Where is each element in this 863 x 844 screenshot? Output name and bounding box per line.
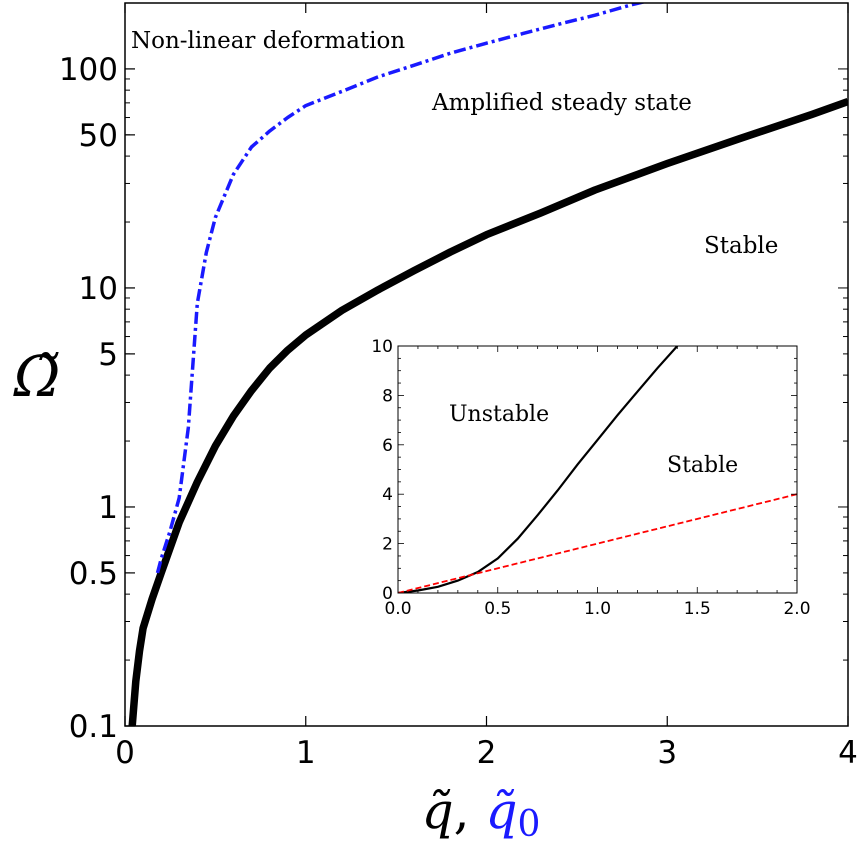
y-tick-label: 10 xyxy=(79,271,118,307)
inset-series-layer xyxy=(398,346,797,593)
y-tick-label: 5 xyxy=(98,337,118,373)
y-tick-label: 0.1 xyxy=(69,709,118,745)
annotation-stable-inset: Stable xyxy=(667,453,738,478)
x-axis-label-secondary: q̃ xyxy=(485,782,517,840)
inset-series-0 xyxy=(398,346,679,593)
x-axis-label-primary: q̃ xyxy=(422,782,454,840)
inset-y-tick-label: 10 xyxy=(371,337,393,357)
inset-plot: 0.0 0.5 1.0 1.5 2.0 0 2 4 6 8 10 Unstable Stable xyxy=(371,337,810,619)
x-axis-label: q̃, q̃0 xyxy=(422,782,541,844)
x-tick-label: 3 xyxy=(657,735,677,771)
y-axis-label: Ω̃ xyxy=(13,345,60,410)
x-axis-label-secondary-subscript: 0 xyxy=(517,804,540,844)
x-tick-label: 4 xyxy=(838,735,858,771)
x-axis-label-separator: , xyxy=(454,782,486,840)
main-series-0 xyxy=(128,97,848,726)
inset-y-tick-label: 0 xyxy=(382,584,393,604)
inset-y-tick-label: 2 xyxy=(382,535,393,555)
inset-y-tick-label: 6 xyxy=(382,436,393,456)
y-tick-label: 100 xyxy=(59,52,118,88)
main-series-1 xyxy=(155,3,647,574)
inset-x-tick-label: 1.0 xyxy=(584,599,611,619)
inset-x-tick-label: 0.0 xyxy=(384,599,411,619)
y-tick-label: 50 xyxy=(79,118,118,154)
y-tick-label: 1 xyxy=(98,490,118,526)
inset-background xyxy=(397,345,798,594)
annotation-stable-main: Stable xyxy=(704,233,778,259)
annotation-unstable: Unstable xyxy=(449,402,549,427)
inset-x-tick-label: 2.0 xyxy=(783,599,810,619)
y-tick-label: 0.5 xyxy=(69,556,118,592)
annotation-non-linear-deformation: Non-linear deformation xyxy=(131,28,405,54)
inset-x-tick-label: 0.5 xyxy=(484,599,511,619)
main-series-layer xyxy=(128,3,848,726)
x-tick-label: 1 xyxy=(296,735,316,771)
inset-x-tick-label: 1.5 xyxy=(684,599,711,619)
inset-tick-layer: 0.0 0.5 1.0 1.5 2.0 0 2 4 6 8 10 xyxy=(371,337,810,619)
inset-series-1 xyxy=(398,493,797,593)
inset-y-tick-label: 8 xyxy=(382,386,393,406)
annotation-amplified-steady-state: Amplified steady state xyxy=(431,90,692,116)
x-tick-label: 0 xyxy=(115,735,135,771)
x-tick-label: 2 xyxy=(477,735,497,771)
inset-y-tick-label: 4 xyxy=(382,485,393,505)
